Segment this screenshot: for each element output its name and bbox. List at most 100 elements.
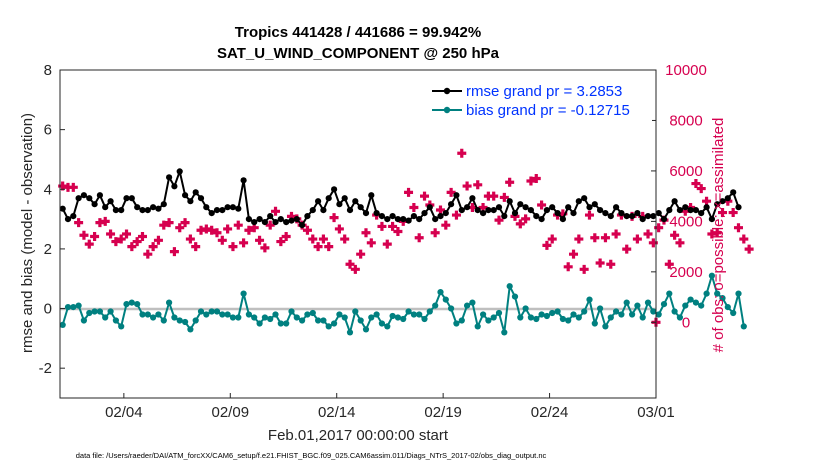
bias-point [160, 317, 167, 324]
bias-point [107, 308, 114, 315]
obs-point [691, 179, 701, 189]
y-axis-left-ticks: -2 0 2 4 6 8 [39, 62, 65, 377]
obs-point [547, 234, 557, 244]
obs-point [409, 203, 419, 213]
rmse-point [96, 192, 103, 199]
y-axis-left-label: rmse and bias (model - observation) [19, 113, 36, 353]
obs-point [393, 226, 403, 236]
rmse-point [256, 216, 263, 223]
rmse-point [134, 204, 141, 211]
rmse-point [405, 217, 412, 224]
x-axis-ticks: 02/04 02/09 02/14 02/19 02/24 03/01 [105, 393, 675, 421]
bias-point [80, 317, 87, 324]
obs-point [334, 224, 344, 234]
obs-point [308, 234, 318, 244]
rmse-point [437, 213, 444, 220]
rmse-point [522, 204, 529, 211]
rmse-point [655, 210, 662, 217]
obs-point [191, 242, 201, 252]
rmse-point [613, 204, 620, 211]
rmse-point [730, 189, 737, 196]
rmse-point [293, 216, 300, 223]
rmse-point [692, 207, 700, 214]
obs-point [100, 216, 110, 226]
bias-point [245, 311, 252, 318]
rmse-point [155, 205, 162, 212]
bias-point [373, 311, 380, 318]
bias-point [714, 290, 721, 297]
y-left-tick-label: -2 [39, 360, 52, 377]
rmse-point [416, 216, 423, 223]
bias-point [527, 314, 535, 321]
rmse-point [495, 204, 503, 211]
rmse-point [325, 195, 332, 202]
obs-point [175, 223, 185, 233]
bias-point [102, 314, 109, 321]
bias-point [213, 308, 221, 315]
rmse-point [442, 210, 449, 217]
rmse-point [735, 204, 742, 211]
rmse-point [80, 192, 87, 199]
bias-point [676, 314, 684, 321]
obs-point [590, 233, 600, 243]
obs-point [600, 233, 610, 243]
rmse-point [591, 201, 598, 208]
y-left-tick-label: 0 [44, 301, 52, 318]
bias-point [682, 302, 689, 309]
bias-point [432, 302, 439, 309]
legend: rmse grand pr = 3.2853 bias grand pr = -… [426, 76, 652, 122]
y-right-tick-label: 0 [682, 314, 690, 331]
rmse-point [511, 210, 519, 217]
bias-point [511, 293, 519, 300]
rmse-point [410, 213, 417, 220]
rmse-point [59, 205, 66, 212]
obs-point [217, 235, 227, 245]
obs-point [79, 230, 89, 240]
rmse-point [240, 177, 247, 184]
obs-point [505, 177, 515, 187]
bias-point [123, 301, 130, 308]
bias-point [724, 304, 731, 311]
obs-point [446, 187, 456, 197]
rmse-point [277, 216, 284, 223]
rmse-point [634, 210, 641, 217]
rmse-series [59, 168, 742, 229]
obs-point [361, 228, 371, 238]
obs-point [169, 247, 179, 257]
rmse-point [623, 213, 630, 220]
bias-point [698, 302, 705, 309]
bias-point [629, 311, 636, 318]
bias-point [522, 305, 529, 312]
bias-point [586, 296, 593, 303]
obs-point [430, 228, 440, 238]
rmse-point [224, 204, 231, 211]
rmse-point [650, 213, 657, 220]
rmse-point [629, 213, 636, 220]
rmse-point [708, 216, 716, 223]
bias-point [405, 308, 412, 315]
bias-point [309, 309, 316, 317]
rmse-point [373, 210, 380, 217]
rmse-point [341, 195, 348, 202]
bias-point [293, 314, 300, 321]
bias-point [735, 290, 742, 297]
rmse-point [123, 195, 130, 202]
bias-point [224, 311, 231, 318]
rmse-point [480, 210, 487, 217]
bias-point [144, 311, 151, 318]
bias-point [501, 329, 508, 336]
bias-point [352, 308, 359, 315]
bias-point [155, 311, 162, 318]
rmse-point [464, 204, 471, 211]
obs-point [712, 228, 722, 238]
obs-point [68, 182, 78, 192]
bias-point [341, 314, 348, 321]
obs-point [611, 229, 621, 239]
obs-point [457, 148, 467, 158]
bias-point [235, 314, 242, 321]
obs-point [143, 249, 153, 259]
rmse-point [229, 204, 236, 211]
bias-point [618, 311, 625, 318]
obs-point [531, 173, 541, 183]
